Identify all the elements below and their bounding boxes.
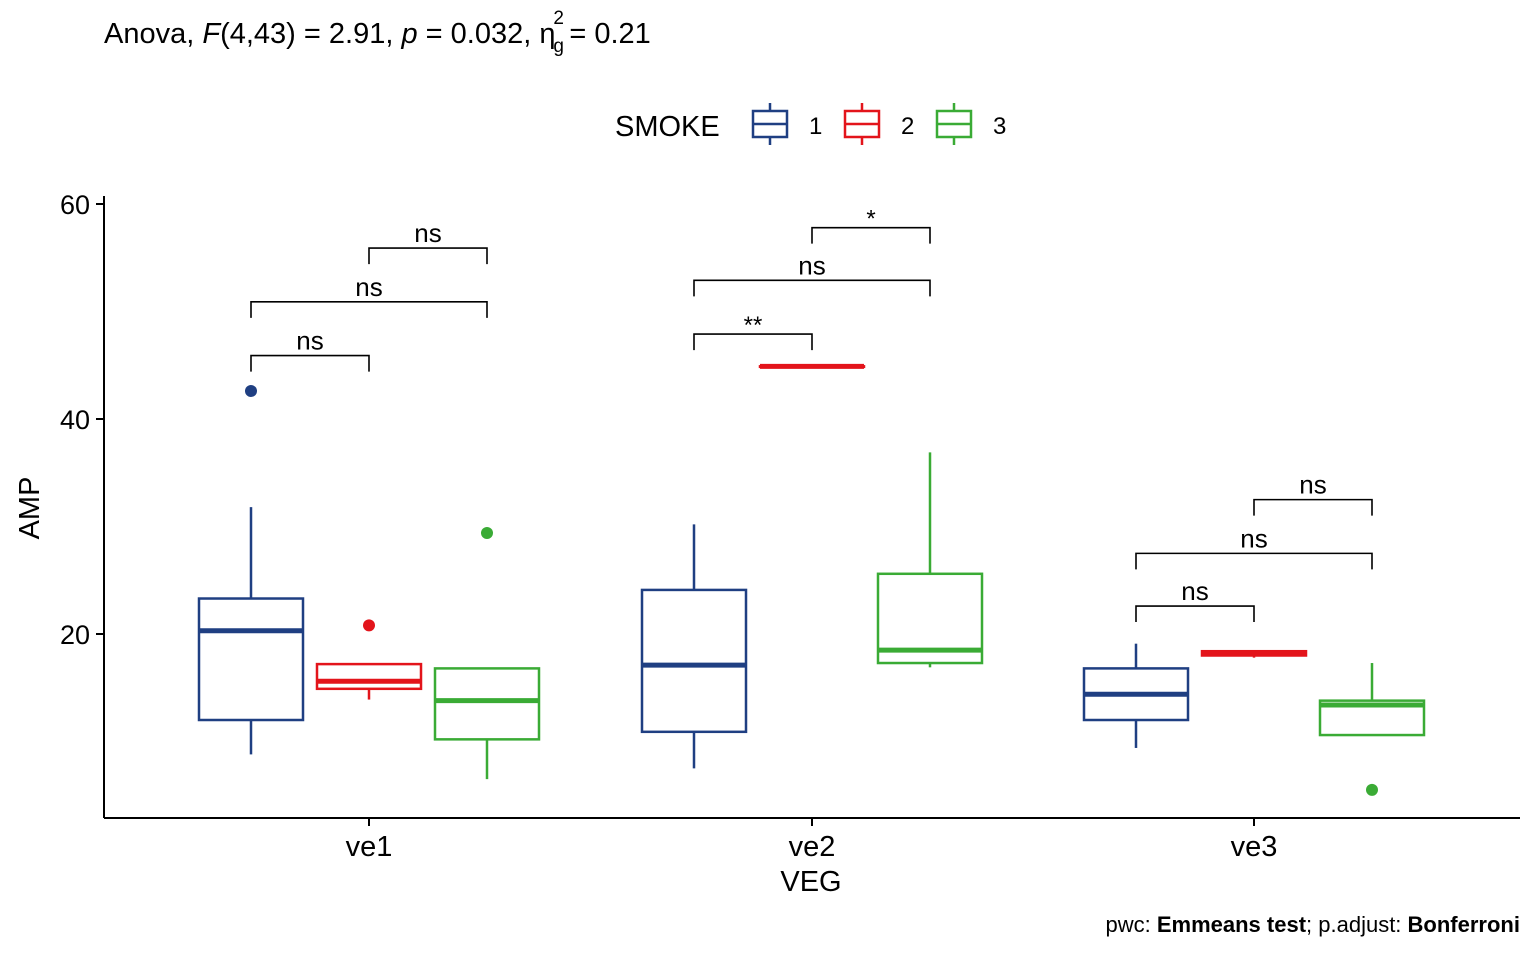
x-axis-title: VEG: [780, 866, 841, 898]
x-tick-label-ve2: ve2: [789, 831, 836, 863]
legend-label-1: 1: [809, 113, 822, 140]
significance-label: ns: [296, 326, 323, 356]
legend-key-2: 2: [843, 103, 914, 145]
bracket-ve2-1-2: **: [693, 312, 813, 351]
eta-superscript: 2: [553, 8, 564, 29]
chart-subtitle: Anova, F(4,43) = 2.91, p = 0.032, η 2 g = 0…: [104, 8, 651, 57]
outlier-point: [1366, 783, 1378, 796]
box-smoke2-ve2: [758, 363, 866, 369]
box-smoke2-ve3: [1200, 649, 1308, 658]
bracket-ve3-1-3: ns: [1135, 523, 1373, 570]
bracket-line: [693, 279, 931, 297]
pwc-label: pwc:: [1105, 912, 1151, 937]
bracket-line: [250, 354, 370, 372]
axes: 20 40 60 ve1 ve2 ve3: [60, 190, 1520, 863]
box-iqr: [315, 662, 423, 691]
adjust-label: ; p.adjust:: [1306, 912, 1402, 937]
adjust-method: Bonferroni: [1407, 912, 1520, 937]
bracket-ve1-2-3: ns: [368, 218, 488, 265]
box-smoke3-ve2: [876, 452, 984, 668]
bracket-ve2-1-3: ns: [693, 250, 931, 297]
eta-subscript: g: [553, 36, 564, 57]
legend: SMOKE 1 2 3: [615, 103, 1006, 145]
bracket-line: [1253, 498, 1373, 516]
f-symbol: F: [202, 18, 221, 50]
x-tick-label-ve1: ve1: [346, 831, 393, 863]
box-smoke1-ve3: [1082, 643, 1190, 748]
significance-label: ns: [1240, 523, 1267, 553]
eta-value: = 0.21: [569, 18, 651, 50]
pwc-method: Emmeans test: [1156, 912, 1307, 937]
bracket-line: [250, 301, 488, 318]
y-tick-label-20: 20: [60, 620, 90, 650]
bracket-line: [693, 333, 813, 351]
box-smoke2-ve1: [315, 619, 423, 700]
comparison-brackets: ns ns ns ** ns * ns ns ns: [250, 206, 1373, 623]
box-smoke1-ve2: [640, 524, 748, 769]
legend-key-1: 1: [751, 103, 822, 145]
significance-label: **: [744, 312, 763, 339]
legend-key-3: 3: [935, 103, 1006, 145]
y-tick-label-40: 40: [60, 405, 90, 435]
caption: pwc: Emmeans test; p.adjust: Bonferroni: [1105, 912, 1520, 938]
box-smoke1-ve1: [197, 385, 305, 755]
box-layer: [197, 363, 1426, 796]
bracket-ve1-1-3: ns: [250, 272, 488, 318]
significance-label: *: [866, 206, 875, 233]
bracket-ve3-1-2: ns: [1135, 576, 1255, 623]
outlier-point: [363, 619, 375, 632]
f-statistic: (4,43) = 2.91,: [220, 18, 394, 50]
legend-label-2: 2: [901, 113, 914, 140]
box-iqr: [640, 588, 748, 734]
outlier-point: [481, 526, 493, 539]
box-iqr: [197, 597, 305, 722]
anova-label: Anova,: [104, 18, 195, 50]
box-smoke3-ve1: [433, 526, 541, 780]
bracket-line: [1135, 605, 1255, 623]
bracket-line: [1135, 552, 1373, 570]
bracket-ve1-1-2: ns: [250, 326, 370, 372]
y-tick-label-60: 60: [60, 190, 90, 220]
legend-title: SMOKE: [615, 111, 720, 143]
bracket-line: [368, 247, 488, 265]
outlier-point: [245, 385, 257, 398]
bracket-ve3-2-3: ns: [1253, 470, 1373, 516]
x-tick-label-ve3: ve3: [1231, 831, 1278, 863]
box-iqr: [433, 667, 541, 741]
significance-label: ns: [414, 218, 441, 248]
p-value: = 0.032,: [425, 18, 532, 50]
box-smoke3-ve3: [1318, 663, 1426, 796]
significance-label: ns: [355, 272, 382, 302]
significance-label: ns: [798, 250, 825, 280]
eta-letter: η: [539, 18, 556, 50]
y-axis-title: AMP: [14, 477, 46, 540]
p-symbol: p: [401, 18, 418, 50]
bracket-line: [811, 226, 931, 244]
significance-label: ns: [1299, 470, 1326, 500]
bracket-ve2-2-3: *: [811, 206, 931, 244]
significance-label: ns: [1181, 576, 1208, 606]
legend-label-3: 3: [993, 113, 1006, 140]
